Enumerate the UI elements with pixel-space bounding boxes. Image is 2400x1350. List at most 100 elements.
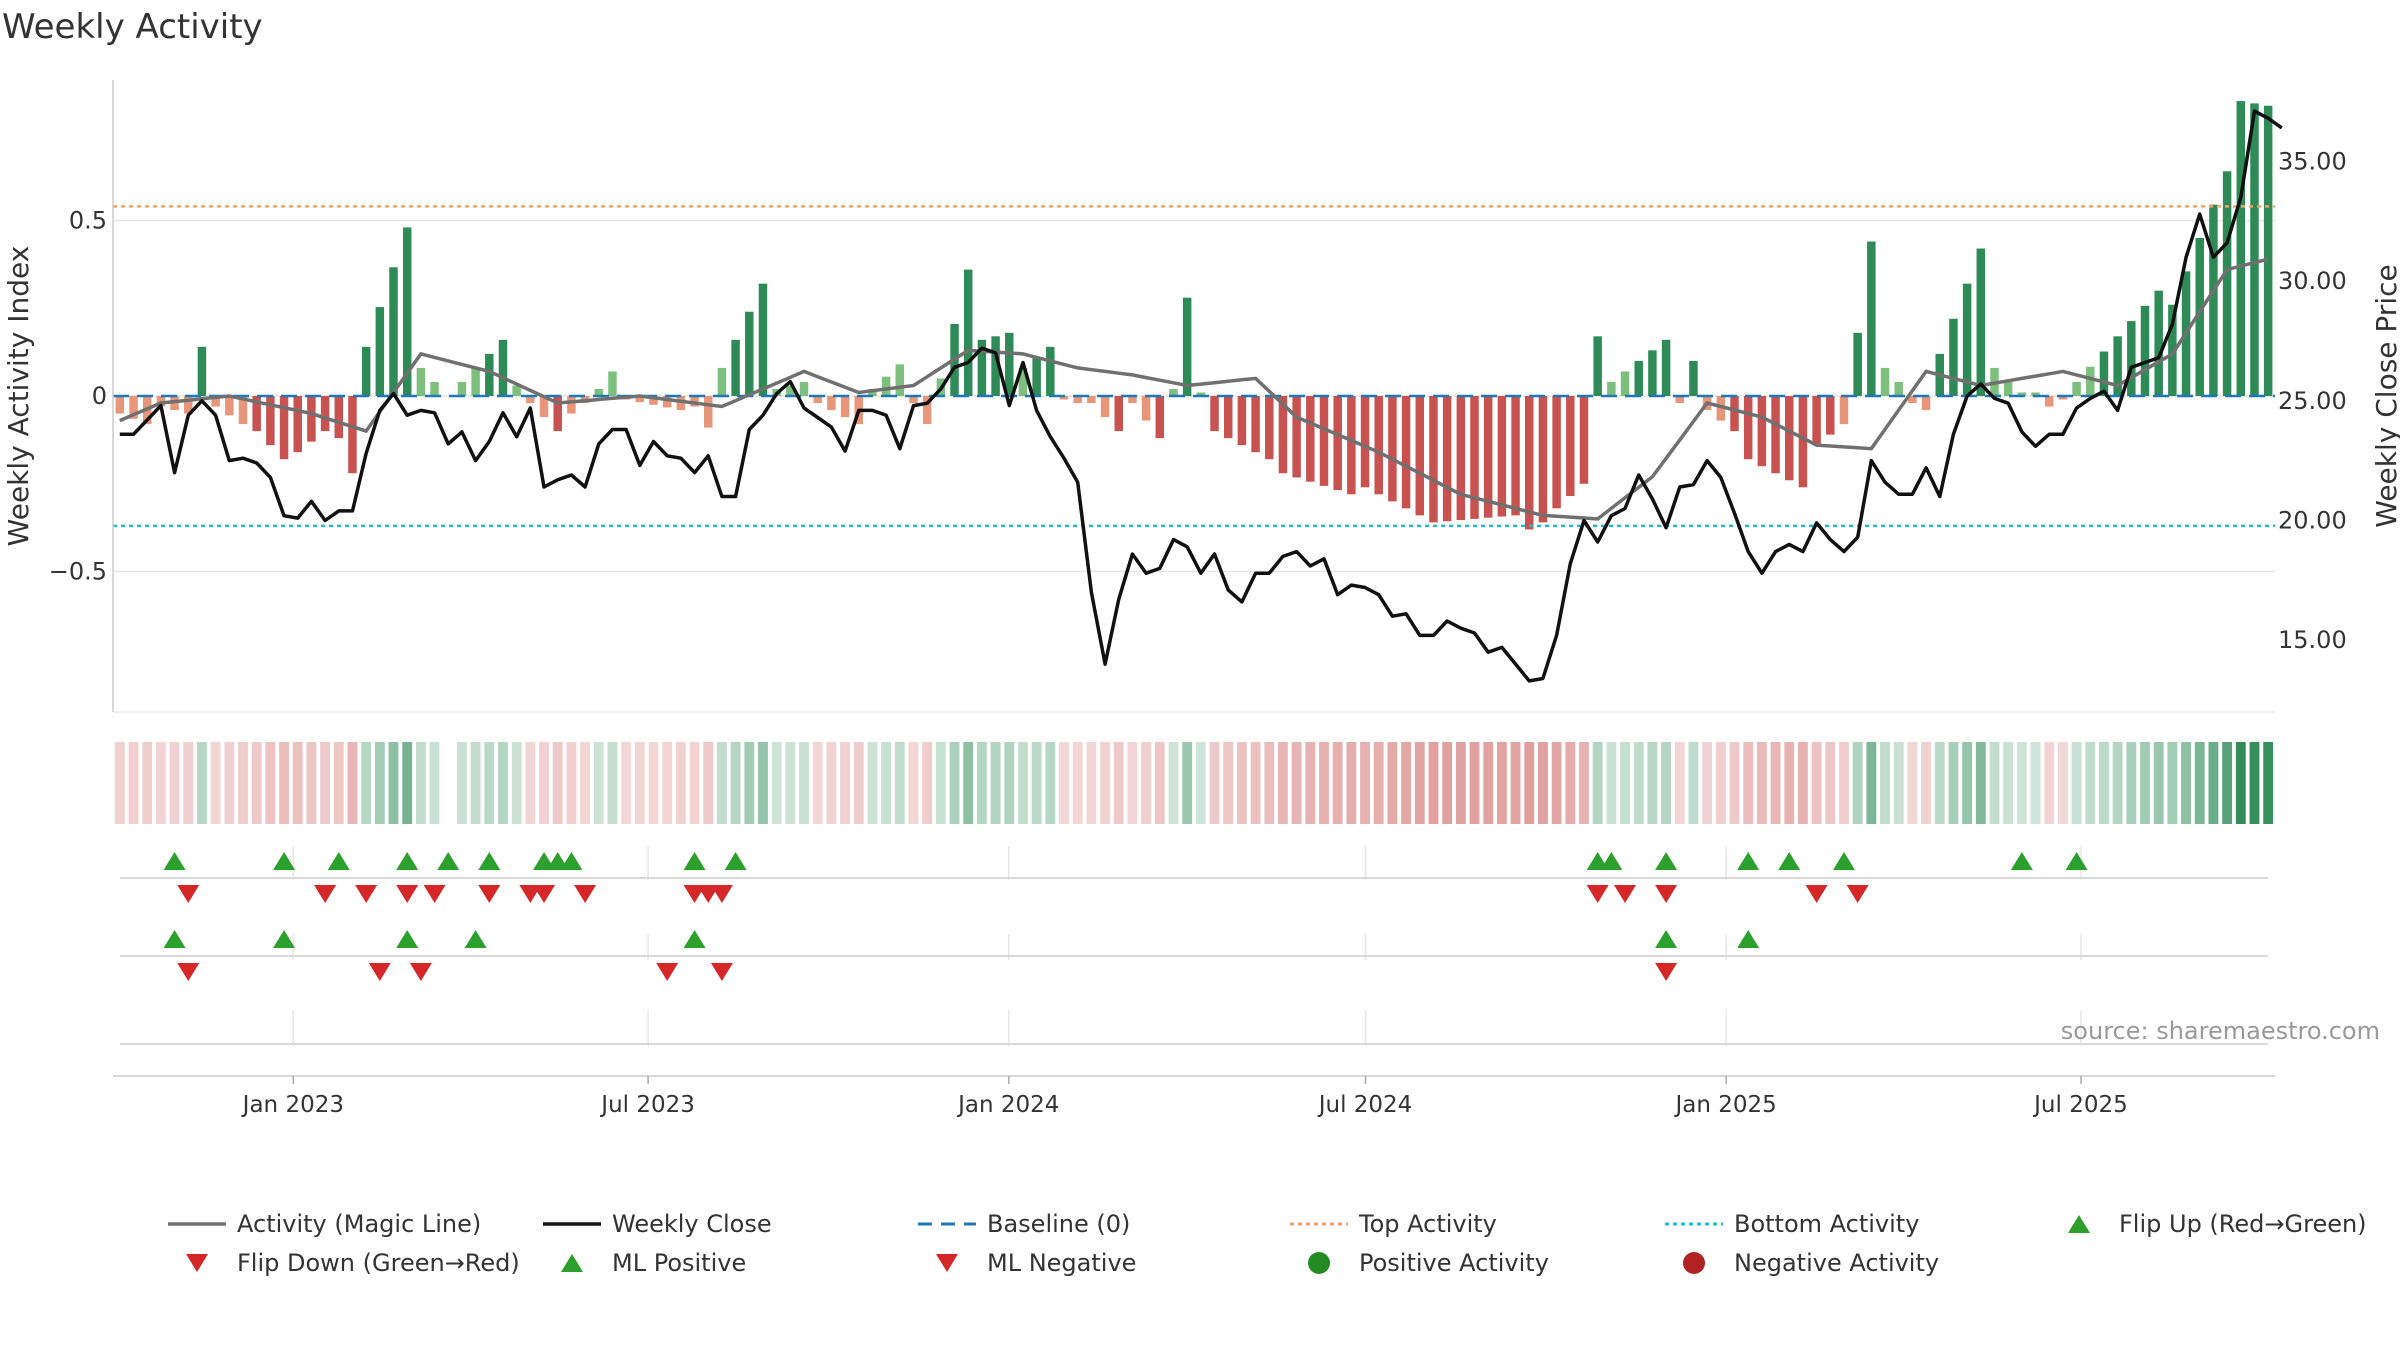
heat-cell: [279, 742, 289, 824]
activity-bar: [1265, 396, 1274, 460]
legend-item: ML Positive: [561, 1249, 746, 1277]
activity-bar: [991, 336, 1000, 396]
activity-bar: [197, 346, 207, 396]
activity-bar: [2003, 381, 2013, 396]
activity-bar: [840, 396, 850, 418]
activity-bar: [1388, 396, 1397, 502]
activity-bar: [813, 396, 822, 404]
activity-bar: [1347, 396, 1356, 495]
legend-swatch: [186, 1254, 208, 1272]
activity-bar: [1059, 396, 1069, 400]
heat-cell: [1647, 742, 1658, 824]
heat-cell: [1825, 742, 1836, 824]
heat-cell: [1756, 742, 1767, 824]
activity-bar: [1798, 396, 1808, 488]
heat-cell: [908, 742, 919, 824]
flip-up-marker: [273, 852, 296, 870]
legend-label: Flip Up (Red→Green): [2119, 1210, 2367, 1238]
ml-positive-marker: [163, 930, 186, 948]
heat-cell: [1086, 742, 1097, 824]
activity-bar: [2140, 305, 2150, 396]
activity-bar: [2168, 304, 2177, 396]
heat-cell: [730, 742, 741, 824]
legend-label: Bottom Activity: [1734, 1210, 1919, 1238]
legend-swatch: [1683, 1252, 1705, 1274]
activity-bar: [567, 396, 576, 414]
heat-cell: [2003, 742, 2014, 824]
heat-cell: [1387, 742, 1398, 824]
heat-cell: [1729, 742, 1740, 824]
activity-bar: [1470, 396, 1479, 519]
left-tick-label: 0.5: [69, 206, 107, 234]
activity-bar: [1894, 381, 1903, 396]
legend-item: Negative Activity: [1683, 1249, 1939, 1277]
right-tick-label: 15.00: [2278, 626, 2347, 654]
heat-cell: [758, 742, 768, 824]
activity-bar: [471, 367, 480, 396]
heat-cell: [1620, 742, 1630, 824]
heat-cell: [1291, 742, 1302, 824]
legend-item: ML Negative: [936, 1249, 1136, 1277]
activity-bar: [963, 269, 973, 396]
activity-bar: [1483, 396, 1493, 518]
heat-cell: [1743, 742, 1754, 824]
heat-cell: [169, 742, 180, 824]
heat-cell: [648, 742, 659, 824]
heat-cell: [470, 742, 481, 824]
activity-bar: [1525, 396, 1534, 530]
heat-cell: [799, 742, 809, 824]
heat-cell: [114, 742, 125, 824]
heat-cell: [2249, 742, 2260, 824]
activity-bar: [1442, 396, 1452, 522]
activity-bar: [1593, 336, 1602, 396]
heat-cell: [2085, 742, 2096, 824]
flip-up-marker: [2065, 852, 2088, 870]
legend-item: Activity (Magic Line): [168, 1210, 481, 1238]
activity-bar: [1251, 396, 1260, 453]
right-tick-label: 30.00: [2278, 267, 2347, 295]
heat-cell: [457, 742, 467, 824]
heat-cell: [1031, 742, 1042, 824]
activity-bar: [1908, 396, 1917, 404]
heat-cell: [1100, 742, 1110, 824]
activity-bar: [1046, 346, 1055, 396]
activity-bar: [922, 396, 932, 425]
left-axis-label: Weekly Activity Index: [2, 246, 35, 547]
chart-title: Weekly Activity: [2, 7, 263, 47]
activity-bar: [758, 283, 768, 396]
legend-item: Bottom Activity: [1665, 1210, 1919, 1238]
source-note: source: sharemaestro.com: [2061, 1017, 2380, 1045]
legend-label: Weekly Close: [612, 1210, 772, 1238]
activity-bar: [827, 396, 836, 411]
heat-cell: [1236, 742, 1247, 824]
heat-cell: [607, 742, 618, 824]
right-tick-label: 35.00: [2278, 147, 2347, 175]
flip-down-marker: [710, 885, 733, 903]
heat-cell: [1784, 742, 1795, 824]
heat-cell: [1852, 742, 1863, 824]
activity-bar: [909, 396, 918, 404]
activity-bar: [1538, 396, 1548, 523]
ml-negative-marker: [710, 963, 733, 981]
heat-cell: [662, 742, 673, 824]
heat-cell: [1414, 742, 1425, 824]
activity-bar: [1839, 396, 1849, 425]
heat-cell: [1770, 742, 1781, 824]
heat-cell: [1948, 742, 1959, 824]
activity-bar: [1210, 396, 1219, 432]
flip-up-marker: [1778, 852, 1801, 870]
heat-cell: [1442, 742, 1453, 824]
heat-cell: [1606, 742, 1617, 824]
heat-cell: [511, 742, 522, 824]
flip-down-marker: [314, 885, 337, 903]
activity-bar: [1429, 396, 1438, 523]
activity-bar: [1757, 396, 1767, 467]
legend-swatch: [2068, 1215, 2090, 1233]
activity-bar: [1921, 396, 1931, 411]
heat-cell: [2235, 742, 2246, 824]
heat-cell: [1332, 742, 1343, 824]
ml-positive-marker: [1737, 930, 1760, 948]
axes: [112, 80, 2275, 713]
ml-negative-marker: [409, 963, 432, 981]
